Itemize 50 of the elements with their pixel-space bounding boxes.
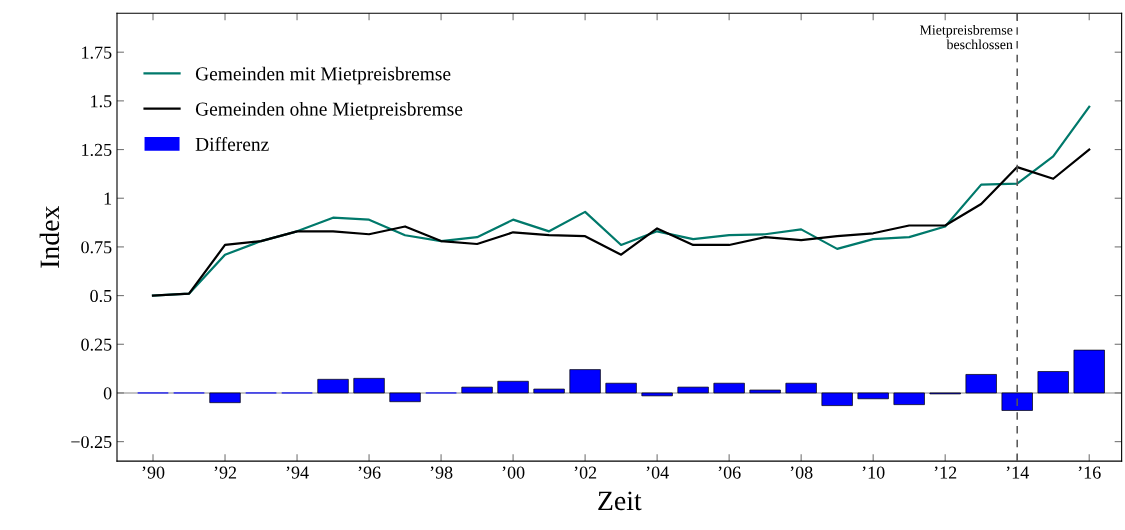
x-tick-label: ’12 <box>934 466 957 479</box>
x-tick-label: ’14 <box>1006 466 1029 479</box>
y-tick-label: 1.25 <box>82 143 112 157</box>
bar <box>821 392 853 406</box>
x-tick-label: ’96 <box>358 466 381 479</box>
x-tick-label: ’98 <box>430 466 453 479</box>
bar <box>1037 371 1069 394</box>
bar <box>353 378 385 394</box>
bar <box>965 374 997 394</box>
y-tick-label: 1.5 <box>91 95 112 108</box>
x-tick-label: ’10 <box>862 466 885 479</box>
x-tick-label: ’90 <box>142 466 165 479</box>
y-tick-label: 1.75 <box>82 46 112 59</box>
x-axis-title: Zeit <box>598 491 642 511</box>
bar <box>605 382 637 394</box>
bar <box>1001 392 1033 411</box>
bar <box>461 386 493 394</box>
bar <box>569 369 601 394</box>
bar <box>317 378 349 394</box>
bar <box>209 392 241 404</box>
y-tick-label: 0 <box>103 387 112 400</box>
y-tick-label: 0.25 <box>81 338 112 351</box>
x-tick-label: ’06 <box>718 466 741 479</box>
legend-label: Gemeinden ohne Mietpreisbremse <box>195 101 463 120</box>
bar <box>389 392 421 403</box>
bar <box>641 392 673 397</box>
x-tick-label: ’02 <box>574 466 597 479</box>
bar <box>713 382 745 394</box>
y-tick-label: 0.75 <box>81 241 112 254</box>
x-tick-label: ’16 <box>1078 466 1101 479</box>
bar <box>497 380 529 394</box>
bar <box>677 386 709 394</box>
ref-line-label: Mietpreisbremse beschlossen <box>919 24 1013 50</box>
bar <box>893 392 925 405</box>
legend-label: Differenz <box>195 137 269 151</box>
bar <box>1073 349 1105 394</box>
x-tick-label: ’04 <box>646 466 669 479</box>
bar <box>749 389 781 394</box>
y-tick-label: −0.25 <box>71 435 112 449</box>
y-axis-title: Index <box>39 205 60 268</box>
bar <box>533 388 565 394</box>
x-tick-label: ’08 <box>790 466 813 479</box>
legend-label: Gemeinden mit Mietpreisbremse <box>195 66 451 85</box>
y-tick-label: 1 <box>104 192 112 205</box>
bar <box>785 382 817 394</box>
x-tick-label: ’94 <box>286 466 309 479</box>
bar <box>857 392 889 400</box>
y-tick-label: 0.5 <box>90 289 112 303</box>
x-tick-label: ’92 <box>214 466 237 479</box>
x-tick-label: ’00 <box>502 466 525 479</box>
